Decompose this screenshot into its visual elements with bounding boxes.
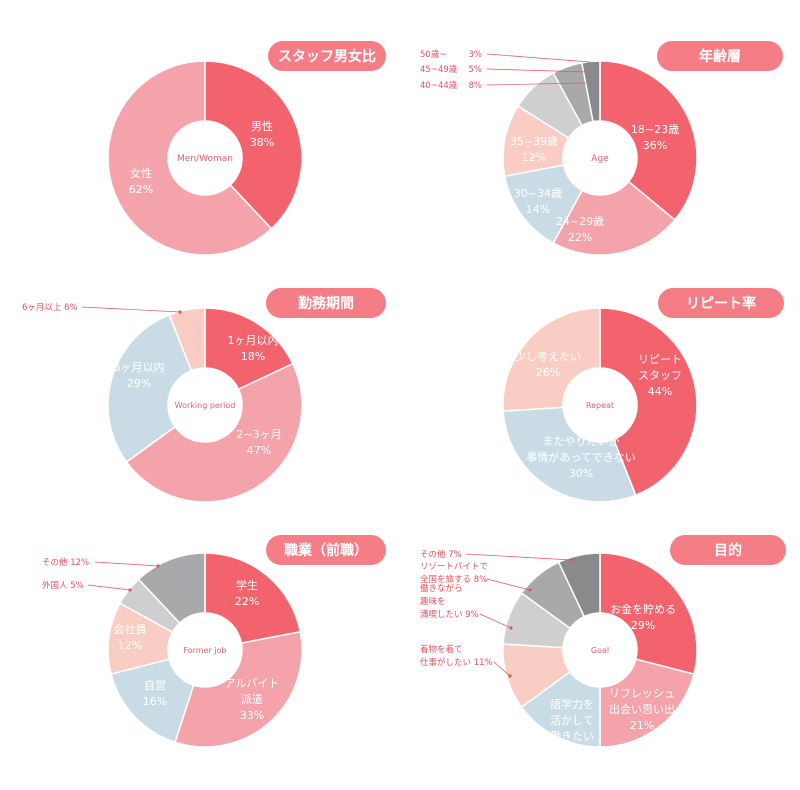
slice-label: 語学力を活かして働きたい 15% bbox=[550, 697, 594, 759]
chart-title-pill: リピート率 bbox=[658, 288, 784, 318]
pie-slice bbox=[599, 307, 698, 497]
pie-chart-age: 年齢層 Age 18~23歳 36% 24~29歳 22%30~34歳 14% 35~39歳 1… bbox=[420, 41, 783, 256]
pie-chart-goal: 目的 Goal お金を貯める 29% リフレッシュ出会い思い出 21% 語学力を活かして働き… bbox=[420, 535, 786, 759]
pie-chart-repeat: リピート率 Repeat リピートスタッフ 44%またやりたいが事情があってできない 3… bbox=[502, 288, 784, 503]
callout-line bbox=[493, 661, 511, 677]
callout-line bbox=[465, 553, 573, 561]
chart-title: 職業（前職） bbox=[284, 542, 368, 559]
callout-dot bbox=[128, 588, 132, 592]
title-pill-background bbox=[268, 41, 386, 71]
donut-hole bbox=[168, 613, 242, 687]
title-pill-background bbox=[657, 41, 783, 71]
chart-title-pill: 年齢層 bbox=[657, 41, 783, 71]
slice-label: 女性 62% bbox=[129, 166, 153, 196]
callout-label: 6ヶ月以上 6% bbox=[22, 303, 78, 313]
slice-label: またやりたいが事情があってできない 30% bbox=[526, 434, 635, 480]
callout-label: その他 7% bbox=[420, 549, 462, 560]
pie-chart-gender: スタッフ男女比 Men/Woman 男性 38% 女性 62% bbox=[107, 41, 386, 256]
slice-label: 1ヶ月以内 18% bbox=[228, 333, 279, 363]
slice-label: アルバイト派遣 33% bbox=[225, 677, 280, 722]
callout-line bbox=[486, 578, 531, 591]
chart-title: 目的 bbox=[714, 542, 742, 559]
callout-line bbox=[94, 561, 159, 567]
callout-dot bbox=[570, 558, 574, 562]
slice-label: 学生 22% bbox=[235, 578, 259, 608]
callout-dot bbox=[508, 674, 512, 678]
slice-label: リピートスタッフ 44% bbox=[638, 353, 682, 398]
callout-label: 外国人 5% bbox=[42, 580, 84, 591]
callout-dot bbox=[178, 310, 182, 314]
callout-dot bbox=[509, 626, 513, 630]
center-label: Age bbox=[591, 154, 609, 164]
title-pill-background bbox=[266, 535, 386, 565]
slice-label: リフレッシュ出会い思い出 21% bbox=[609, 687, 675, 732]
callout-value: 5% bbox=[469, 65, 483, 75]
pie-slice bbox=[599, 552, 698, 676]
center-label: Goal bbox=[591, 646, 609, 655]
slice-label: 35~39歳 12% bbox=[510, 135, 558, 164]
pie-slice bbox=[107, 313, 193, 464]
chart-title: 勤務期間 bbox=[298, 295, 354, 312]
callout-value: 8% bbox=[469, 81, 483, 91]
center-label: Working period bbox=[175, 401, 236, 410]
callout-line bbox=[486, 82, 587, 86]
chart-title-pill: スタッフ男女比 bbox=[268, 41, 386, 71]
callout-line bbox=[87, 584, 131, 591]
callout-label: その他 12% bbox=[42, 557, 89, 568]
chart-title: 年齢層 bbox=[699, 48, 741, 65]
callout-label: 45~49歳 bbox=[420, 64, 458, 75]
callout-label: 50歳~ bbox=[420, 49, 446, 60]
chart-title-pill: 職業（前職） bbox=[266, 535, 386, 565]
center-label: Men/Woman bbox=[177, 154, 233, 164]
slice-label: 30~34歳 14% bbox=[514, 187, 562, 216]
chart-title-pill: 勤務期間 bbox=[266, 288, 386, 318]
slice-label: 18~23歳 36% bbox=[631, 123, 679, 152]
slice-label: 2~3ヶ月 47% bbox=[236, 428, 281, 457]
pie-chart-job: 職業（前職） Former job 学生 22% アルバイト派遣 33% 自営 16% 会社員 1… bbox=[42, 535, 386, 748]
center-label: Former job bbox=[183, 646, 226, 655]
title-pill-background bbox=[670, 535, 786, 565]
slice-label: 少し考えたい 26% bbox=[515, 350, 581, 379]
callout-value: 3% bbox=[469, 50, 483, 60]
center-label: Repeat bbox=[586, 401, 614, 410]
callout-dot bbox=[156, 564, 160, 568]
slice-label: 6ヶ月以内 29% bbox=[114, 360, 165, 390]
slice-label: お金を貯める 29% bbox=[610, 602, 676, 632]
callout-label: 40~44歳 bbox=[420, 80, 458, 91]
callout-label: リゾートバイトで全国を旅する 8% bbox=[420, 562, 488, 585]
slice-label: 24~29歳 22% bbox=[556, 215, 604, 244]
callout-label: 着物を着て仕事がしたい 11% bbox=[420, 644, 493, 668]
donut-hole bbox=[168, 368, 242, 442]
callout-dot bbox=[528, 588, 532, 592]
chart-title: リピート率 bbox=[686, 295, 756, 312]
title-pill-background bbox=[266, 288, 386, 318]
chart-title: スタッフ男女比 bbox=[278, 48, 376, 65]
callout-line bbox=[479, 613, 512, 629]
slice-label: 会社員 12% bbox=[114, 622, 147, 652]
donut-hole bbox=[168, 121, 242, 195]
slice-label: 自営 16% bbox=[143, 678, 167, 708]
donut-hole bbox=[563, 121, 637, 195]
donut-hole bbox=[563, 613, 637, 687]
callout-line bbox=[486, 53, 591, 63]
donut-hole bbox=[563, 368, 637, 442]
pie-chart-period: 勤務期間 Working period 1ヶ月以内 18% 2~3ヶ月 47% 6ヶ月以内 2… bbox=[22, 288, 386, 503]
callout-line bbox=[486, 68, 589, 73]
slice-label: 男性 38% bbox=[250, 119, 274, 149]
callout-label: 働きながら趣味を満喫したい 9% bbox=[420, 583, 479, 620]
callout-line bbox=[81, 306, 181, 313]
chart-title-pill: 目的 bbox=[670, 535, 786, 565]
title-pill-background bbox=[658, 288, 784, 318]
